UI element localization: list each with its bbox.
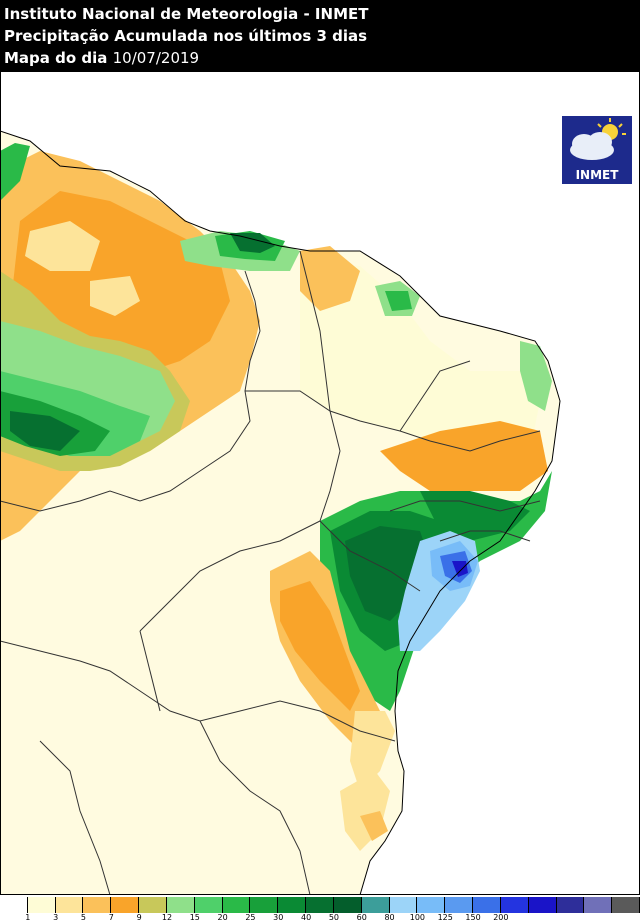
institution-title: Instituto Nacional de Meteorologia - INM… — [4, 5, 369, 23]
state-borders — [0, 250, 541, 895]
legend-tick-label: 9 — [136, 913, 142, 922]
legend-tick-label: 50 — [328, 913, 339, 922]
legend-tick-label: 150 — [465, 913, 481, 922]
inmet-logo-text: INMET — [575, 168, 619, 182]
legend-tick-label: 30 — [273, 913, 284, 922]
map-date-line: Mapa do dia 10/07/2019 — [4, 49, 199, 67]
legend-tick-label: 12 — [161, 913, 173, 922]
legend-swatch — [27, 897, 56, 913]
legend-swatch — [166, 897, 195, 913]
cloud-sun-icon — [570, 118, 626, 160]
coastline — [0, 130, 561, 895]
legend-tick-label: 100 — [409, 913, 426, 922]
legend-swatch — [389, 897, 418, 913]
legend-tick-label: 60 — [356, 913, 367, 922]
map-date: 10/07/2019 — [112, 49, 200, 67]
legend-swatch — [222, 897, 251, 913]
legend-swatch — [417, 897, 446, 913]
legend-swatch — [0, 897, 28, 913]
legend-swatch — [111, 897, 140, 913]
inmet-logo: INMET — [562, 116, 632, 184]
legend-swatch — [445, 897, 474, 913]
legend-tick-label: 25 — [245, 913, 256, 922]
legend-swatch — [473, 897, 501, 913]
legend-swatch — [528, 897, 557, 913]
map-canvas — [0, 71, 640, 895]
precipitation-map — [0, 71, 640, 895]
legend-swatch — [333, 897, 362, 913]
legend-tick-label: 1 — [25, 913, 31, 922]
map-date-prefix: Mapa do dia — [4, 49, 113, 67]
legend-swatch — [250, 897, 279, 913]
legend-swatch — [278, 897, 307, 913]
legend-swatch — [83, 897, 112, 913]
legend-swatch — [139, 897, 167, 913]
legend-swatch — [612, 897, 640, 913]
legend-tick-label: 80 — [384, 913, 395, 922]
legend-swatch — [500, 897, 529, 913]
legend-tick-label: 125 — [437, 913, 453, 922]
legend-tick-label: 20 — [217, 913, 228, 922]
legend-swatch — [556, 897, 585, 913]
legend-swatch — [55, 897, 84, 913]
legend-tick-label: 3 — [53, 913, 59, 922]
legend-swatch — [194, 897, 223, 913]
precipitation-legend: 1 3 5 7 9 12 15 20 25 30 40 50 60 80 100 125 150 200 — [0, 895, 640, 923]
map-header: Instituto Nacional de Meteorologia - INM… — [0, 0, 640, 70]
product-title: Precipitação Acumulada nos últimos 3 dia… — [4, 27, 368, 45]
legend-tick-label: 200 — [493, 913, 509, 922]
legend-swatch — [306, 897, 334, 913]
legend-swatch — [584, 897, 613, 913]
legend-tick-label: 7 — [108, 913, 114, 922]
legend-swatch — [361, 897, 390, 913]
legend-tick-label: 5 — [80, 913, 87, 922]
legend-tick-label: 15 — [189, 913, 200, 922]
legend-tick-label: 40 — [300, 913, 312, 922]
